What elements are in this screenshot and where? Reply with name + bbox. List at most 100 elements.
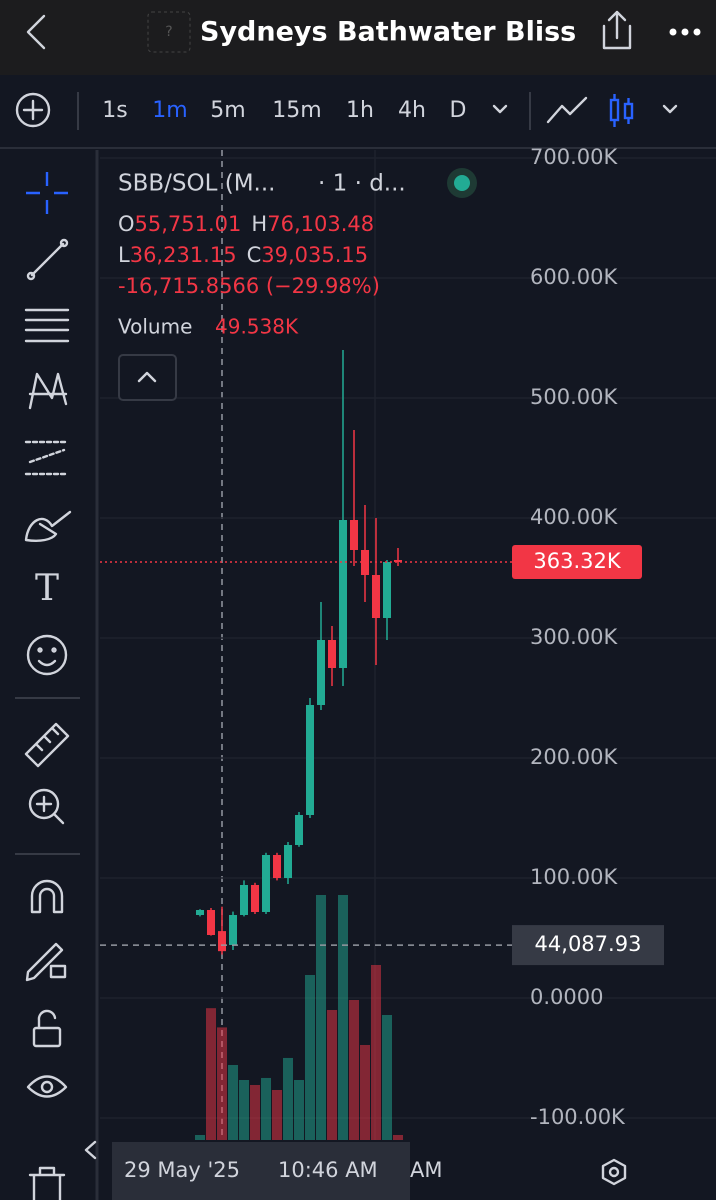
zoom-tool[interactable] bbox=[28, 788, 65, 825]
chart-type-dropdown[interactable] bbox=[662, 104, 678, 114]
prediction-tool[interactable] bbox=[24, 440, 68, 476]
time-axis-label: AM bbox=[410, 1158, 442, 1182]
volume-bar bbox=[349, 1000, 359, 1140]
timeframe-button[interactable]: 15m bbox=[272, 98, 321, 123]
volume-bar bbox=[382, 1015, 392, 1140]
candle-body bbox=[196, 910, 204, 915]
y-tick-label: 300.00K bbox=[530, 625, 618, 649]
ohlc-key: O bbox=[118, 212, 135, 236]
status-dot bbox=[454, 175, 470, 191]
line-chart-button[interactable] bbox=[546, 96, 588, 124]
ohlc-value: 76,103.48 bbox=[267, 212, 374, 236]
price-axis: 700.00K 600.00K 500.00K 400.00K 300.00K 200.0… bbox=[100, 145, 664, 1129]
timeframe-button[interactable]: 1s bbox=[102, 98, 127, 123]
grid-group bbox=[100, 157, 716, 1119]
ohlc-key: H bbox=[251, 212, 267, 236]
interval-label: · 1 · d... bbox=[318, 171, 406, 197]
magnet-tool[interactable] bbox=[30, 879, 64, 914]
change-label: -16,715.8566 (−29.98%) bbox=[118, 274, 380, 298]
drawing-toolbar: T bbox=[15, 172, 80, 1200]
header-title: Sydneys Bathwater Bliss bbox=[200, 17, 576, 48]
candle-group bbox=[196, 350, 402, 955]
crosshair-time-box bbox=[112, 1142, 410, 1200]
pattern-tool[interactable] bbox=[28, 372, 68, 410]
crosshair-price-box bbox=[512, 925, 664, 966]
candle-body bbox=[306, 704, 314, 815]
volume-bar bbox=[360, 1045, 370, 1140]
volume-bar bbox=[195, 1135, 205, 1140]
ruler-tool[interactable] bbox=[24, 722, 70, 768]
volume-bar bbox=[316, 895, 326, 1140]
emoji-tool[interactable] bbox=[26, 634, 68, 676]
placeholder-mark: ? bbox=[165, 24, 172, 40]
volume-bar bbox=[305, 975, 315, 1140]
lock-tool[interactable] bbox=[32, 1009, 62, 1048]
volume-bar bbox=[206, 1008, 216, 1140]
timeframe-button[interactable]: 4h bbox=[398, 98, 426, 123]
volume-bar bbox=[217, 1027, 227, 1140]
volume-bar bbox=[261, 1077, 271, 1140]
brush-tool[interactable] bbox=[24, 510, 72, 542]
timeframe-button[interactable]: 5m bbox=[210, 98, 245, 123]
delete-tool[interactable] bbox=[28, 1166, 66, 1200]
last-price-box bbox=[512, 545, 642, 580]
trend-line-tool[interactable] bbox=[26, 238, 69, 281]
y-tick-label: 200.00K bbox=[530, 745, 618, 769]
crosshair-tool[interactable] bbox=[26, 172, 68, 214]
ohlc-key: L bbox=[118, 243, 130, 267]
ohlc-value: 55,751.01 bbox=[135, 212, 242, 236]
ohlc-value: 39,035.15 bbox=[261, 243, 368, 267]
volume-bar bbox=[327, 1010, 337, 1140]
candle-body bbox=[229, 914, 237, 945]
more-button[interactable] bbox=[669, 28, 701, 36]
timeframe-dropdown[interactable] bbox=[492, 104, 508, 114]
timeframe-button[interactable]: 1m bbox=[152, 98, 187, 123]
candle-body bbox=[218, 931, 226, 952]
candle-body bbox=[295, 815, 303, 845]
visibility-tool[interactable] bbox=[26, 1075, 68, 1098]
volume-bar bbox=[239, 1080, 249, 1140]
candle-body bbox=[240, 884, 248, 915]
timeframe-button[interactable]: 1h bbox=[346, 98, 374, 123]
volume-bar bbox=[294, 1080, 304, 1140]
token-icon-placeholder bbox=[147, 11, 191, 53]
candle-body bbox=[372, 575, 380, 618]
y-tick-label: 400.00K bbox=[530, 505, 618, 529]
collapse-toolbar[interactable] bbox=[84, 1140, 97, 1160]
volume-value: 49.538K bbox=[215, 315, 299, 339]
candle-chart-button[interactable] bbox=[609, 94, 634, 127]
ohlc-key: C bbox=[247, 243, 262, 267]
crosshair-time: 10:46 AM bbox=[278, 1158, 378, 1182]
settings-button[interactable] bbox=[601, 1158, 627, 1186]
text-tool[interactable]: T bbox=[35, 568, 59, 609]
candle-body bbox=[262, 854, 270, 912]
volume-label: Volume bbox=[118, 315, 192, 339]
collapse-legend-button[interactable] bbox=[118, 354, 177, 401]
header-bar bbox=[0, 0, 716, 75]
crosshair-price-label: 44,087.93 bbox=[535, 932, 642, 956]
volume-bar bbox=[371, 965, 381, 1140]
candle-body bbox=[317, 640, 325, 705]
y-tick-label: 100.00K bbox=[530, 865, 618, 889]
volume-bar bbox=[338, 895, 348, 1140]
share-button[interactable] bbox=[602, 10, 632, 50]
lock-drawings-tool[interactable] bbox=[25, 942, 67, 982]
last-price-label: 363.32K bbox=[533, 549, 621, 573]
candle-body bbox=[328, 640, 336, 668]
ohlc-line-2: L36,231.15 C39,035.15 bbox=[118, 243, 368, 267]
candle-body bbox=[207, 910, 215, 935]
candle-body bbox=[284, 845, 292, 878]
add-indicator-button[interactable] bbox=[15, 92, 51, 128]
fib-tool[interactable] bbox=[24, 308, 70, 343]
volume-bar bbox=[272, 1090, 282, 1140]
chevron-up bbox=[137, 371, 157, 383]
volume-bar bbox=[393, 1135, 403, 1140]
candle-body bbox=[383, 562, 391, 618]
candle-body bbox=[251, 884, 259, 912]
back-button[interactable] bbox=[26, 14, 46, 50]
y-tick-label: 600.00K bbox=[530, 265, 618, 289]
timeframe-button[interactable]: D bbox=[450, 98, 467, 123]
timeframe-group: 1s 1m 5m 15m 1h 4h D bbox=[102, 98, 466, 123]
